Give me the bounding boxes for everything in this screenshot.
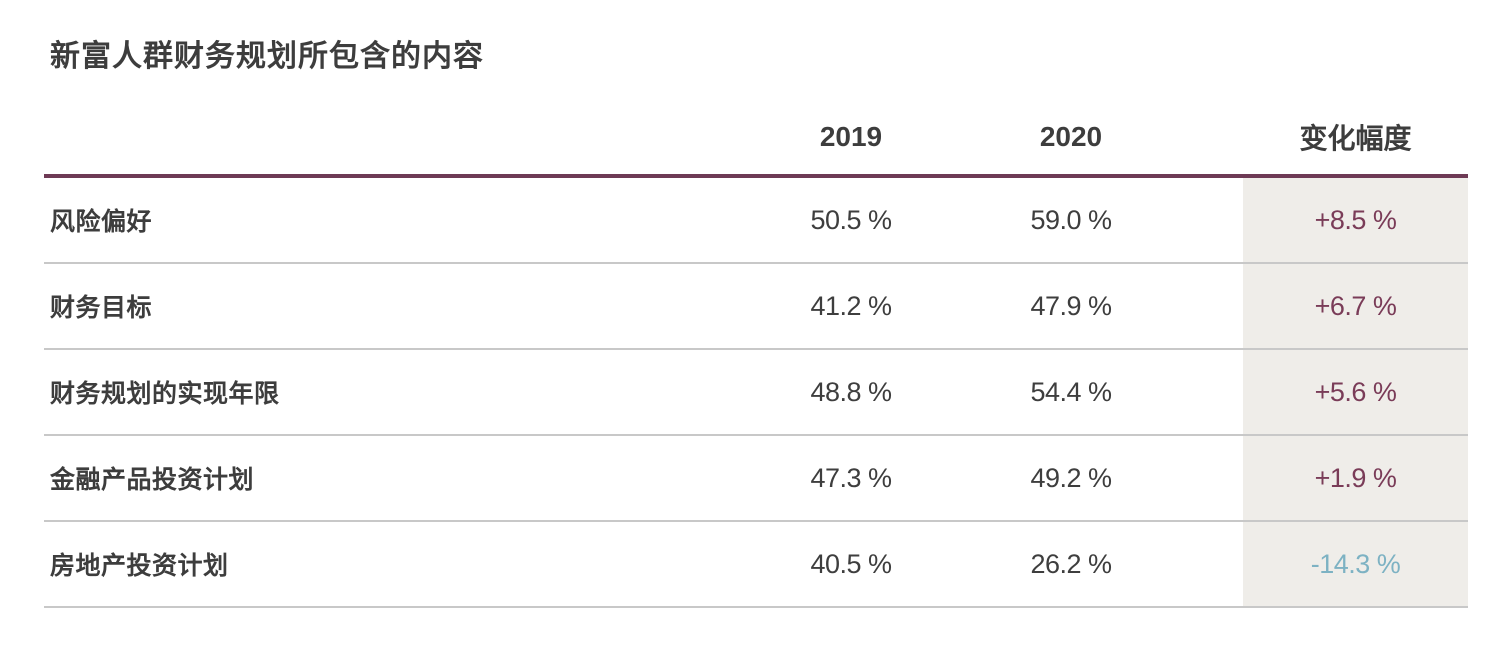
header-2020: 2020 — [1039, 121, 1103, 152]
row-spacer — [1196, 522, 1243, 606]
value-2019: 48.8 % — [810, 376, 892, 407]
table-row: 财务目标 41.2 % 47.9 % +6.7 % — [44, 264, 1468, 350]
value-change: +8.5 % — [1243, 178, 1468, 262]
value-2020: 49.2 % — [1030, 462, 1112, 493]
value-2020: 54.4 % — [1030, 376, 1112, 407]
table-row: 金融产品投资计划 47.3 % 49.2 % +1.9 % — [44, 436, 1468, 522]
header-empty — [44, 100, 756, 174]
row-label: 财务规划的实现年限 — [50, 380, 280, 408]
header-2019: 2019 — [819, 121, 883, 152]
value-2019: 41.2 % — [810, 290, 892, 321]
header-spacer — [1196, 100, 1243, 174]
row-spacer — [1196, 436, 1243, 520]
row-spacer — [1196, 178, 1243, 262]
row-spacer — [1196, 350, 1243, 434]
table-row: 房地产投资计划 40.5 % 26.2 % -14.3 % — [44, 522, 1468, 608]
value-2020: 26.2 % — [1030, 548, 1112, 579]
value-change: +6.7 % — [1243, 264, 1468, 348]
financial-planning-table: 2019 2020 变化幅度 风险偏好 50.5 % 59.0 % +8.5 %… — [44, 100, 1468, 608]
row-label: 风险偏好 — [50, 208, 153, 236]
value-change: +5.6 % — [1243, 350, 1468, 434]
row-label: 金融产品投资计划 — [50, 466, 255, 494]
row-label: 财务目标 — [50, 294, 153, 322]
value-2020: 47.9 % — [1030, 290, 1112, 321]
value-2020: 59.0 % — [1030, 204, 1112, 235]
value-change: -14.3 % — [1243, 522, 1468, 606]
table-header-row: 2019 2020 变化幅度 — [44, 100, 1468, 178]
value-change: +1.9 % — [1243, 436, 1468, 520]
table-row: 财务规划的实现年限 48.8 % 54.4 % +5.6 % — [44, 350, 1468, 436]
header-change: 变化幅度 — [1299, 123, 1412, 154]
row-spacer — [1196, 264, 1243, 348]
row-label: 房地产投资计划 — [50, 552, 229, 580]
value-2019: 40.5 % — [810, 548, 892, 579]
value-2019: 47.3 % — [810, 462, 892, 493]
table-row: 风险偏好 50.5 % 59.0 % +8.5 % — [44, 178, 1468, 264]
page-title: 新富人群财务规划所包含的内容 — [50, 40, 484, 73]
value-2019: 50.5 % — [810, 204, 892, 235]
